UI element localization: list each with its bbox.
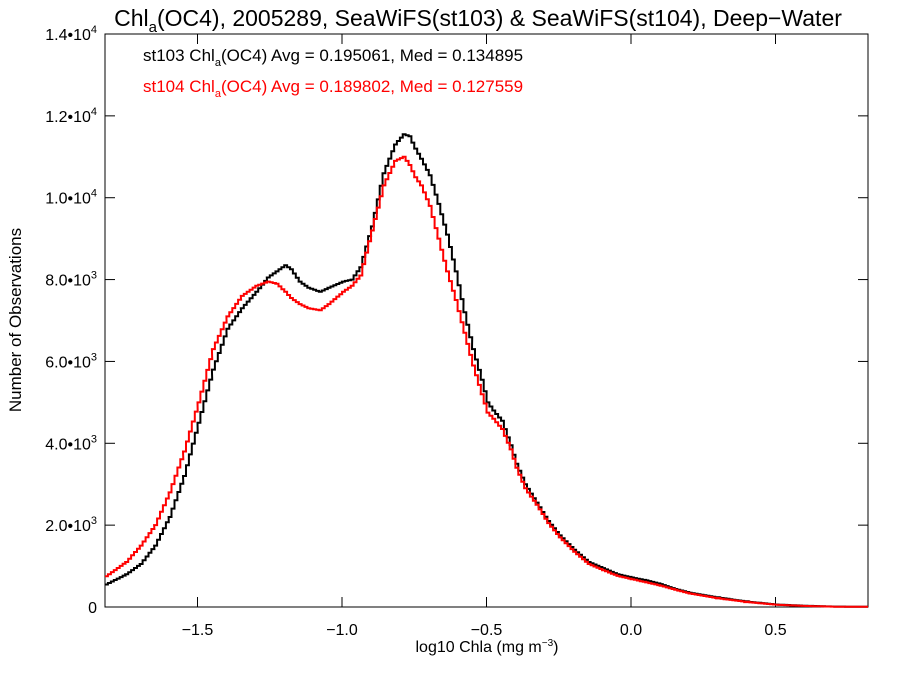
- histogram-series: [105, 133, 868, 608]
- chart-title: Chla(OC4), 2005289, SeaWiFS(st103) & Sea…: [114, 5, 842, 36]
- y-tick-label: 1.4•104: [45, 24, 97, 44]
- plot-frame: [104, 33, 869, 608]
- y-axis-label: Number of Observations: [6, 228, 25, 412]
- x-axis-ticks: −1.5 −1.0 −0.5 0.0 0.5: [182, 34, 787, 639]
- x-tick-label: 0.5: [764, 622, 786, 639]
- y-axis-ticks: 0 2.0•103 4.0•103 6.0•103 8.0•103 1.0•104 1.2•…: [45, 24, 868, 617]
- x-axis-label: log10 Chla (mg m−3): [415, 638, 558, 656]
- y-tick-label: 6.0•103: [45, 351, 97, 371]
- legend-entry-st104: st104 Chla(OC4) Avg = 0.189802, Med = 0.…: [143, 77, 523, 100]
- x-tick-label: 0.0: [620, 622, 642, 639]
- x-tick-label: −1.0: [326, 622, 358, 639]
- x-tick-label: −1.5: [182, 622, 214, 639]
- x-tick-label: −0.5: [471, 622, 503, 639]
- legend-entry-st103: st103 Chla(OC4) Avg = 0.195061, Med = 0.…: [143, 46, 523, 69]
- series-line-st103: [105, 133, 868, 608]
- y-tick-label: 1.0•104: [45, 188, 97, 208]
- legend: st103 Chla(OC4) Avg = 0.195061, Med = 0.…: [143, 46, 523, 100]
- y-tick-label: 0: [88, 600, 97, 617]
- y-tick-label: 2.0•103: [45, 515, 97, 535]
- series-line-st104: [105, 155, 868, 608]
- y-tick-label: 4.0•103: [45, 433, 97, 453]
- y-tick-label: 1.2•104: [45, 106, 97, 126]
- y-tick-label: 8.0•103: [45, 270, 97, 290]
